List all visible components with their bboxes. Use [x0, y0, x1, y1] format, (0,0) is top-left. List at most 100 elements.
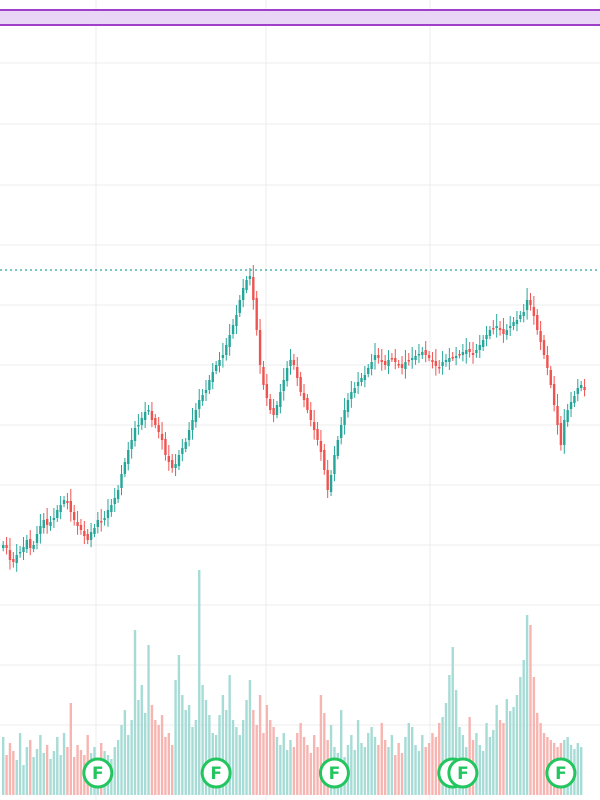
candle-body — [333, 455, 336, 474]
candle-body — [549, 370, 552, 385]
candle-body — [110, 505, 113, 512]
candle-body — [52, 518, 56, 520]
volume-bar — [373, 737, 377, 795]
volume-bar — [387, 747, 390, 795]
volume-bar — [218, 715, 221, 795]
candle-body — [140, 418, 143, 425]
volume-bar — [475, 733, 478, 795]
candle-body — [532, 307, 536, 316]
volume-bar — [498, 720, 502, 795]
volume-bar — [262, 733, 265, 795]
candle-series — [2, 265, 586, 572]
candle-body — [154, 418, 157, 425]
volume-bar — [248, 680, 252, 795]
volume-bar — [198, 570, 201, 795]
candle-body — [89, 532, 93, 540]
volume-bar — [454, 690, 458, 795]
volume-bar — [258, 695, 262, 795]
volume-bar — [204, 700, 208, 795]
candle-body — [579, 385, 583, 388]
volume-bar — [340, 710, 343, 795]
volume-bar — [15, 760, 18, 795]
volume-bar — [444, 703, 448, 795]
candle-body — [59, 505, 62, 512]
candle-body — [502, 329, 505, 334]
candle-body — [512, 322, 515, 326]
candle-body — [100, 521, 103, 523]
candle-body — [49, 522, 52, 526]
candle-body — [336, 440, 340, 456]
candle-body — [326, 470, 329, 490]
candle-body — [265, 384, 269, 398]
volume-bar — [5, 755, 8, 795]
volume-bar — [137, 700, 140, 795]
candle-body — [39, 526, 42, 534]
candle-body — [498, 328, 502, 330]
volume-bar — [542, 733, 546, 795]
candle-body — [160, 434, 164, 440]
candle-body — [228, 335, 231, 347]
candle-body — [380, 360, 383, 362]
volume-bar — [481, 751, 485, 795]
candle-body — [346, 400, 350, 412]
volume-bar — [394, 755, 397, 795]
volume-bar — [228, 675, 231, 795]
candle-body — [72, 512, 76, 520]
volume-bar — [201, 685, 204, 795]
volume-bar — [133, 630, 137, 795]
volume-bar — [536, 713, 539, 795]
volume-bar — [140, 685, 143, 795]
candle-body — [515, 320, 519, 324]
candle-body — [383, 361, 387, 365]
volume-bar — [421, 735, 424, 795]
volume-bar — [56, 737, 59, 795]
volume-bar — [154, 720, 157, 795]
candle-body — [177, 455, 181, 466]
volume-bar — [576, 743, 579, 795]
volume-bar — [171, 745, 174, 795]
volume-bar — [231, 720, 235, 795]
candle-body — [225, 345, 228, 355]
candle-body — [279, 392, 282, 407]
marker-label: F — [210, 764, 222, 784]
candle-body — [12, 559, 15, 562]
candle-body — [181, 448, 184, 454]
candle-body — [340, 425, 343, 438]
volume-bar — [407, 723, 410, 795]
candle-body — [367, 368, 370, 374]
marker-circle-icon — [545, 757, 577, 789]
candle-body — [5, 545, 8, 548]
candle-body — [566, 410, 569, 422]
volume-bar — [8, 743, 12, 795]
candle-body — [241, 288, 245, 300]
candle-body — [583, 387, 586, 390]
volume-bar — [157, 725, 160, 795]
candle-body — [475, 350, 478, 353]
volume-bar — [167, 733, 171, 795]
candle-body — [563, 420, 566, 445]
candle-body — [56, 510, 59, 518]
candle-body — [255, 298, 258, 330]
volume-bar — [438, 723, 441, 795]
candle-body — [245, 280, 248, 290]
volume-bar — [181, 695, 184, 795]
candle-body — [509, 326, 512, 328]
candle-body — [296, 367, 299, 378]
volume-bar — [532, 677, 536, 795]
candle-body — [282, 380, 285, 391]
candle-body — [143, 412, 147, 420]
candle-body — [329, 475, 333, 492]
volume-bar — [451, 647, 454, 795]
candle-body — [96, 520, 100, 527]
candle-body — [356, 382, 360, 386]
volume-bar — [279, 745, 282, 795]
candle-body — [410, 358, 414, 360]
candle-body — [231, 325, 235, 334]
candle-body — [285, 368, 289, 381]
marker-circle-icon — [200, 757, 232, 789]
marker-label: F — [329, 764, 341, 784]
volume-bar — [272, 727, 275, 795]
candle-body — [471, 353, 475, 355]
volume-bar — [289, 740, 292, 795]
